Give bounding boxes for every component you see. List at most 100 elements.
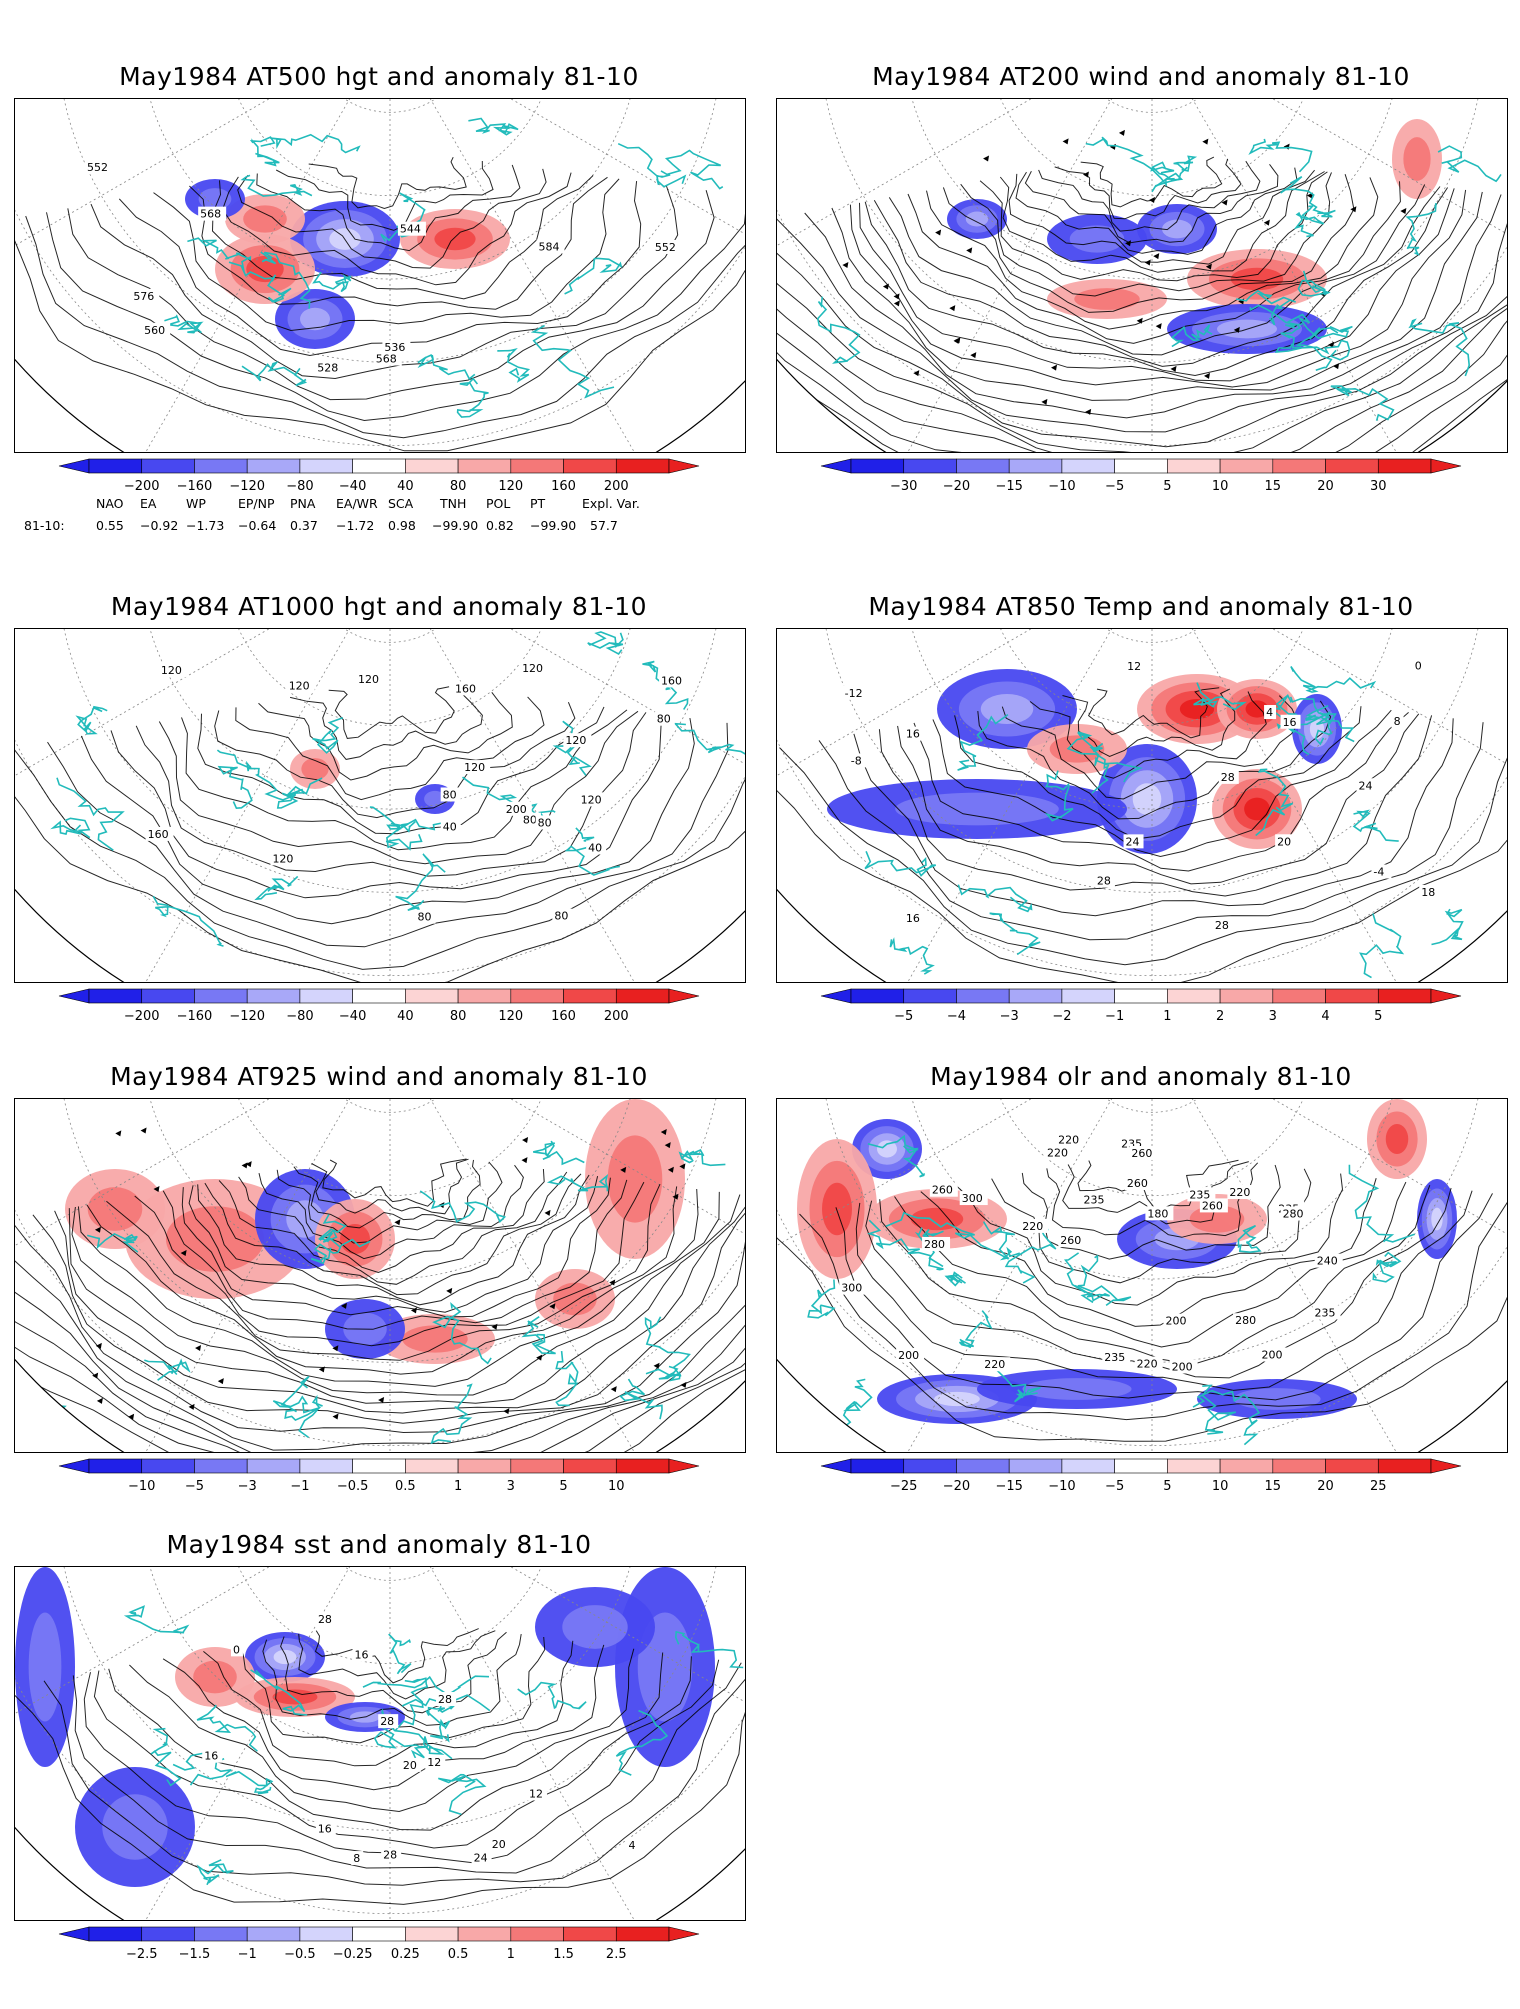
- colorbar-tick-label: 1: [1163, 1009, 1171, 1024]
- colorbar-swatch: [299, 458, 353, 474]
- contour-label-bg: [1280, 714, 1301, 729]
- contour-label: 568: [376, 353, 397, 366]
- contour-label: 180: [1147, 1207, 1168, 1220]
- colorbar: −25 −20 −15 −10 −5 5 10 15 20 25: [820, 1458, 1462, 1495]
- contour-label: 160: [455, 682, 476, 695]
- panel-title: May1984 AT200 wind and anomaly 81-10: [872, 62, 1410, 91]
- colorbar-swatch: [457, 988, 512, 1004]
- colorbar-tick-label: −30: [890, 479, 917, 494]
- colorbar-swatch: [457, 458, 512, 474]
- colorbar-swatch: [1377, 988, 1432, 1004]
- colorbar-swatch: [1008, 1458, 1063, 1474]
- colorbar-tick-label: 5: [1163, 1479, 1171, 1494]
- colorbar: −200 −160 −120 −80 −40 40 80 120 160 200: [58, 988, 700, 1025]
- colorbar-swatch: [457, 1926, 512, 1942]
- colorbar-swatch: [246, 988, 301, 1004]
- contour-label: 220: [1229, 1186, 1250, 1199]
- colorbar-tick-label: −5: [894, 1009, 913, 1024]
- colorbar-tick-label: −40: [339, 1009, 366, 1024]
- panel-wind925: May1984 AT925 wind and anomaly 81-10 −10−…: [14, 1056, 746, 1541]
- contour-label-bg: [145, 826, 174, 841]
- contour-label: 80: [443, 788, 457, 801]
- contour-label-bg: [1129, 1145, 1158, 1160]
- contour-label-bg: [929, 1182, 958, 1197]
- contour-label-bg: [578, 792, 607, 807]
- colorbar-tick-label: −4: [947, 1009, 966, 1024]
- contour-label: 120: [272, 852, 293, 865]
- contour-label-bg: [848, 753, 869, 768]
- contour-label: 28: [1215, 919, 1229, 932]
- colorbar-tick-label: −0.5: [337, 1479, 369, 1494]
- colorbar-tick-label: 0.5: [448, 1947, 469, 1962]
- contour-label-bg: [425, 1755, 446, 1770]
- contour-label: -8: [851, 754, 862, 767]
- index-value: −99.90: [530, 518, 577, 533]
- contour-label: 12: [529, 1787, 543, 1800]
- colorbar-tick-label: 160: [551, 479, 576, 494]
- contour-label: 4: [1266, 706, 1273, 719]
- contour-label-bg: [230, 1642, 243, 1657]
- colorbar-tick-label: 2: [1216, 1009, 1224, 1024]
- contour-label-bg: [535, 815, 556, 830]
- contour-label: 568: [200, 208, 221, 221]
- index-value: −0.92: [140, 518, 179, 533]
- contour-label-bg: [903, 726, 924, 741]
- colorbar-tick-label: 3: [507, 1479, 515, 1494]
- contour-label: 200: [898, 1349, 919, 1362]
- contour-label-bg: [1264, 705, 1277, 720]
- contour-label: 16: [204, 1750, 218, 1763]
- contour-label: 16: [318, 1823, 332, 1836]
- contour-label-bg: [1124, 1176, 1153, 1191]
- contour-label-bg: [1163, 1313, 1192, 1328]
- colorbar-swatch: [1061, 988, 1115, 1004]
- contour-label: 24: [1359, 779, 1373, 792]
- colorbar-swatch: [352, 1458, 406, 1474]
- colorbar-tick-label: 5: [1163, 479, 1171, 494]
- colorbar-tick-label: 30: [1370, 479, 1387, 494]
- colorbar-tick-label: −2.5: [126, 1947, 158, 1962]
- colorbar-tick-label: 160: [551, 1009, 576, 1024]
- colorbar-tick-label: 200: [604, 479, 629, 494]
- colorbar-swatch: [299, 1458, 353, 1474]
- contour-label: 160: [148, 828, 169, 841]
- contour-label: 240: [1317, 1255, 1338, 1268]
- panel-title: May1984 AT850 Temp and anomaly 81-10: [868, 592, 1414, 621]
- contour-label: 20: [492, 1838, 506, 1851]
- colorbar-swatch: [194, 988, 248, 1004]
- contour-label-bg: [315, 360, 344, 375]
- colorbar-tick-label: −160: [177, 1009, 213, 1024]
- contour-label-bg: [626, 1837, 639, 1852]
- index-header: POL: [486, 496, 511, 511]
- colorbar-swatch: [1272, 458, 1326, 474]
- colorbar-swatch: [88, 988, 143, 1004]
- map-frame: 528 536 544 552 552 560 568 576 584 568: [14, 98, 746, 453]
- contour-label: 160: [661, 674, 682, 687]
- index-value: 0.98: [388, 518, 416, 533]
- contour-label: 280: [1283, 1208, 1304, 1221]
- index-header: WP: [186, 496, 206, 511]
- contour-label: 300: [962, 1192, 983, 1205]
- colorbar-swatch: [510, 1926, 564, 1942]
- panel-hgt500: May1984 AT500 hgt and anomaly 81-10 528 53…: [14, 56, 746, 541]
- colorbar-tick-label: −80: [286, 479, 313, 494]
- index-header: SCA: [388, 496, 414, 511]
- colorbar-swatch: [1325, 1458, 1379, 1474]
- colorbar-swatch: [850, 1458, 905, 1474]
- map-svg: 1201201601208012012040801601202001208080…: [15, 629, 745, 982]
- contour-label: 120: [161, 664, 182, 677]
- colorbar-tick-label: 2.5: [606, 1947, 627, 1962]
- colorbar-tick-label: −10: [1048, 1479, 1075, 1494]
- contour-label-bg: [1218, 769, 1239, 784]
- colorbar-swatch: [850, 458, 905, 474]
- contour-label: 120: [289, 680, 310, 693]
- index-header: NAO: [96, 496, 124, 511]
- map-svg: 528 536 544 552 552 560 568 576 584 568: [15, 99, 745, 452]
- contour-label-bg: [520, 660, 549, 675]
- contour-label: 40: [443, 820, 457, 833]
- colorbar-tick-label: −10: [1048, 479, 1075, 494]
- contour-label: 220: [1047, 1147, 1068, 1160]
- contour-label: 12: [1127, 660, 1141, 673]
- colorbar: −30 −20 −15 −10 −5 5 10 15 20 30: [820, 458, 1462, 495]
- colorbar-tick-label: 3: [1269, 1009, 1277, 1024]
- contour-label: 80: [554, 910, 568, 923]
